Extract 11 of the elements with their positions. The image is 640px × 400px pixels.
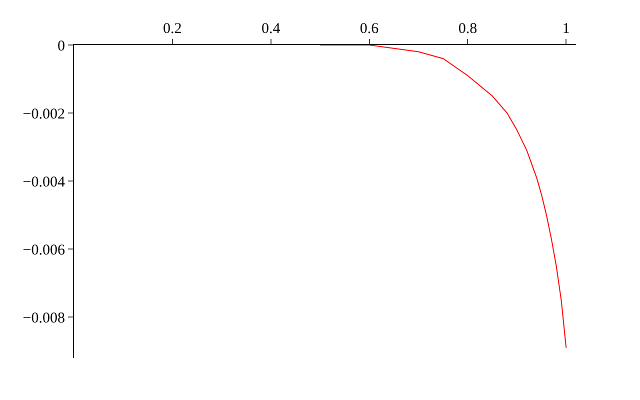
x-tick-label: 0.2 <box>163 21 182 37</box>
x-tick-label: 1 <box>562 21 570 37</box>
y-tick-label: −0.006 <box>22 242 66 258</box>
y-tick-label: −0.004 <box>22 174 66 190</box>
y-tick-label: 0 <box>58 38 65 54</box>
x-tick-label: 0.8 <box>458 21 478 37</box>
y-tick-label: −0.002 <box>22 106 65 122</box>
y-tick-label: −0.008 <box>22 310 65 326</box>
x-tick-label: 0.6 <box>360 21 380 37</box>
line-series <box>320 45 567 348</box>
x-tick-label: 0.4 <box>261 21 281 37</box>
